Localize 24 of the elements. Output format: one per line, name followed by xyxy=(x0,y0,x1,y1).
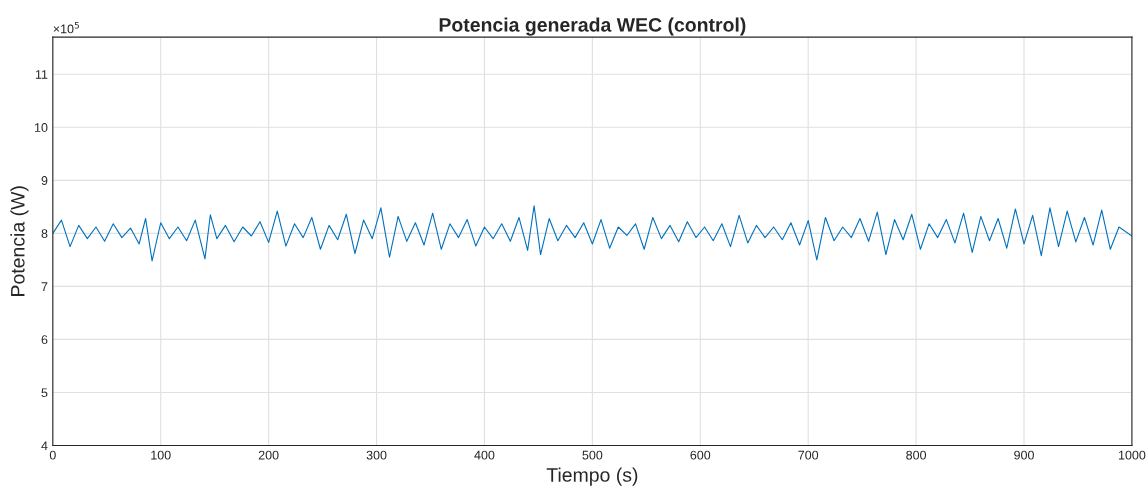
x-tick-label: 300 xyxy=(366,450,387,460)
text: ×10$^{5}$ xyxy=(53,22,79,34)
x-tick-label: 400 xyxy=(474,450,495,460)
y-axis-title: Potencia (W) xyxy=(10,186,29,296)
y-tick-label: 5 xyxy=(41,388,48,398)
y-tick-label: 8 xyxy=(41,229,48,239)
line-series xyxy=(52,205,1132,262)
x-tick-label: 100 xyxy=(151,450,171,460)
y-tick-label: 6 xyxy=(41,335,48,345)
y-tick-label: 11 xyxy=(35,70,48,79)
x-tick-label: 800 xyxy=(906,450,927,460)
x-tick-label: 1000 xyxy=(1118,450,1146,460)
x-tick-label: 0 xyxy=(49,450,56,460)
x-tick-label: 900 xyxy=(1014,450,1034,460)
x-tick-label: 700 xyxy=(798,450,819,460)
y-tick-label: 4 xyxy=(41,441,48,451)
x-axis-title: Tiempo (s) xyxy=(546,467,638,486)
chart-title: Potencia generada WEC (control) xyxy=(439,17,746,36)
x-tick-label: 500 xyxy=(582,450,603,460)
y-tick-label: 10 xyxy=(35,123,48,132)
x-tick-label: 200 xyxy=(258,450,279,460)
y-tick-label: 9 xyxy=(41,176,48,185)
x-tick-label: 600 xyxy=(690,450,711,460)
y-tick-label: 7 xyxy=(41,282,48,291)
